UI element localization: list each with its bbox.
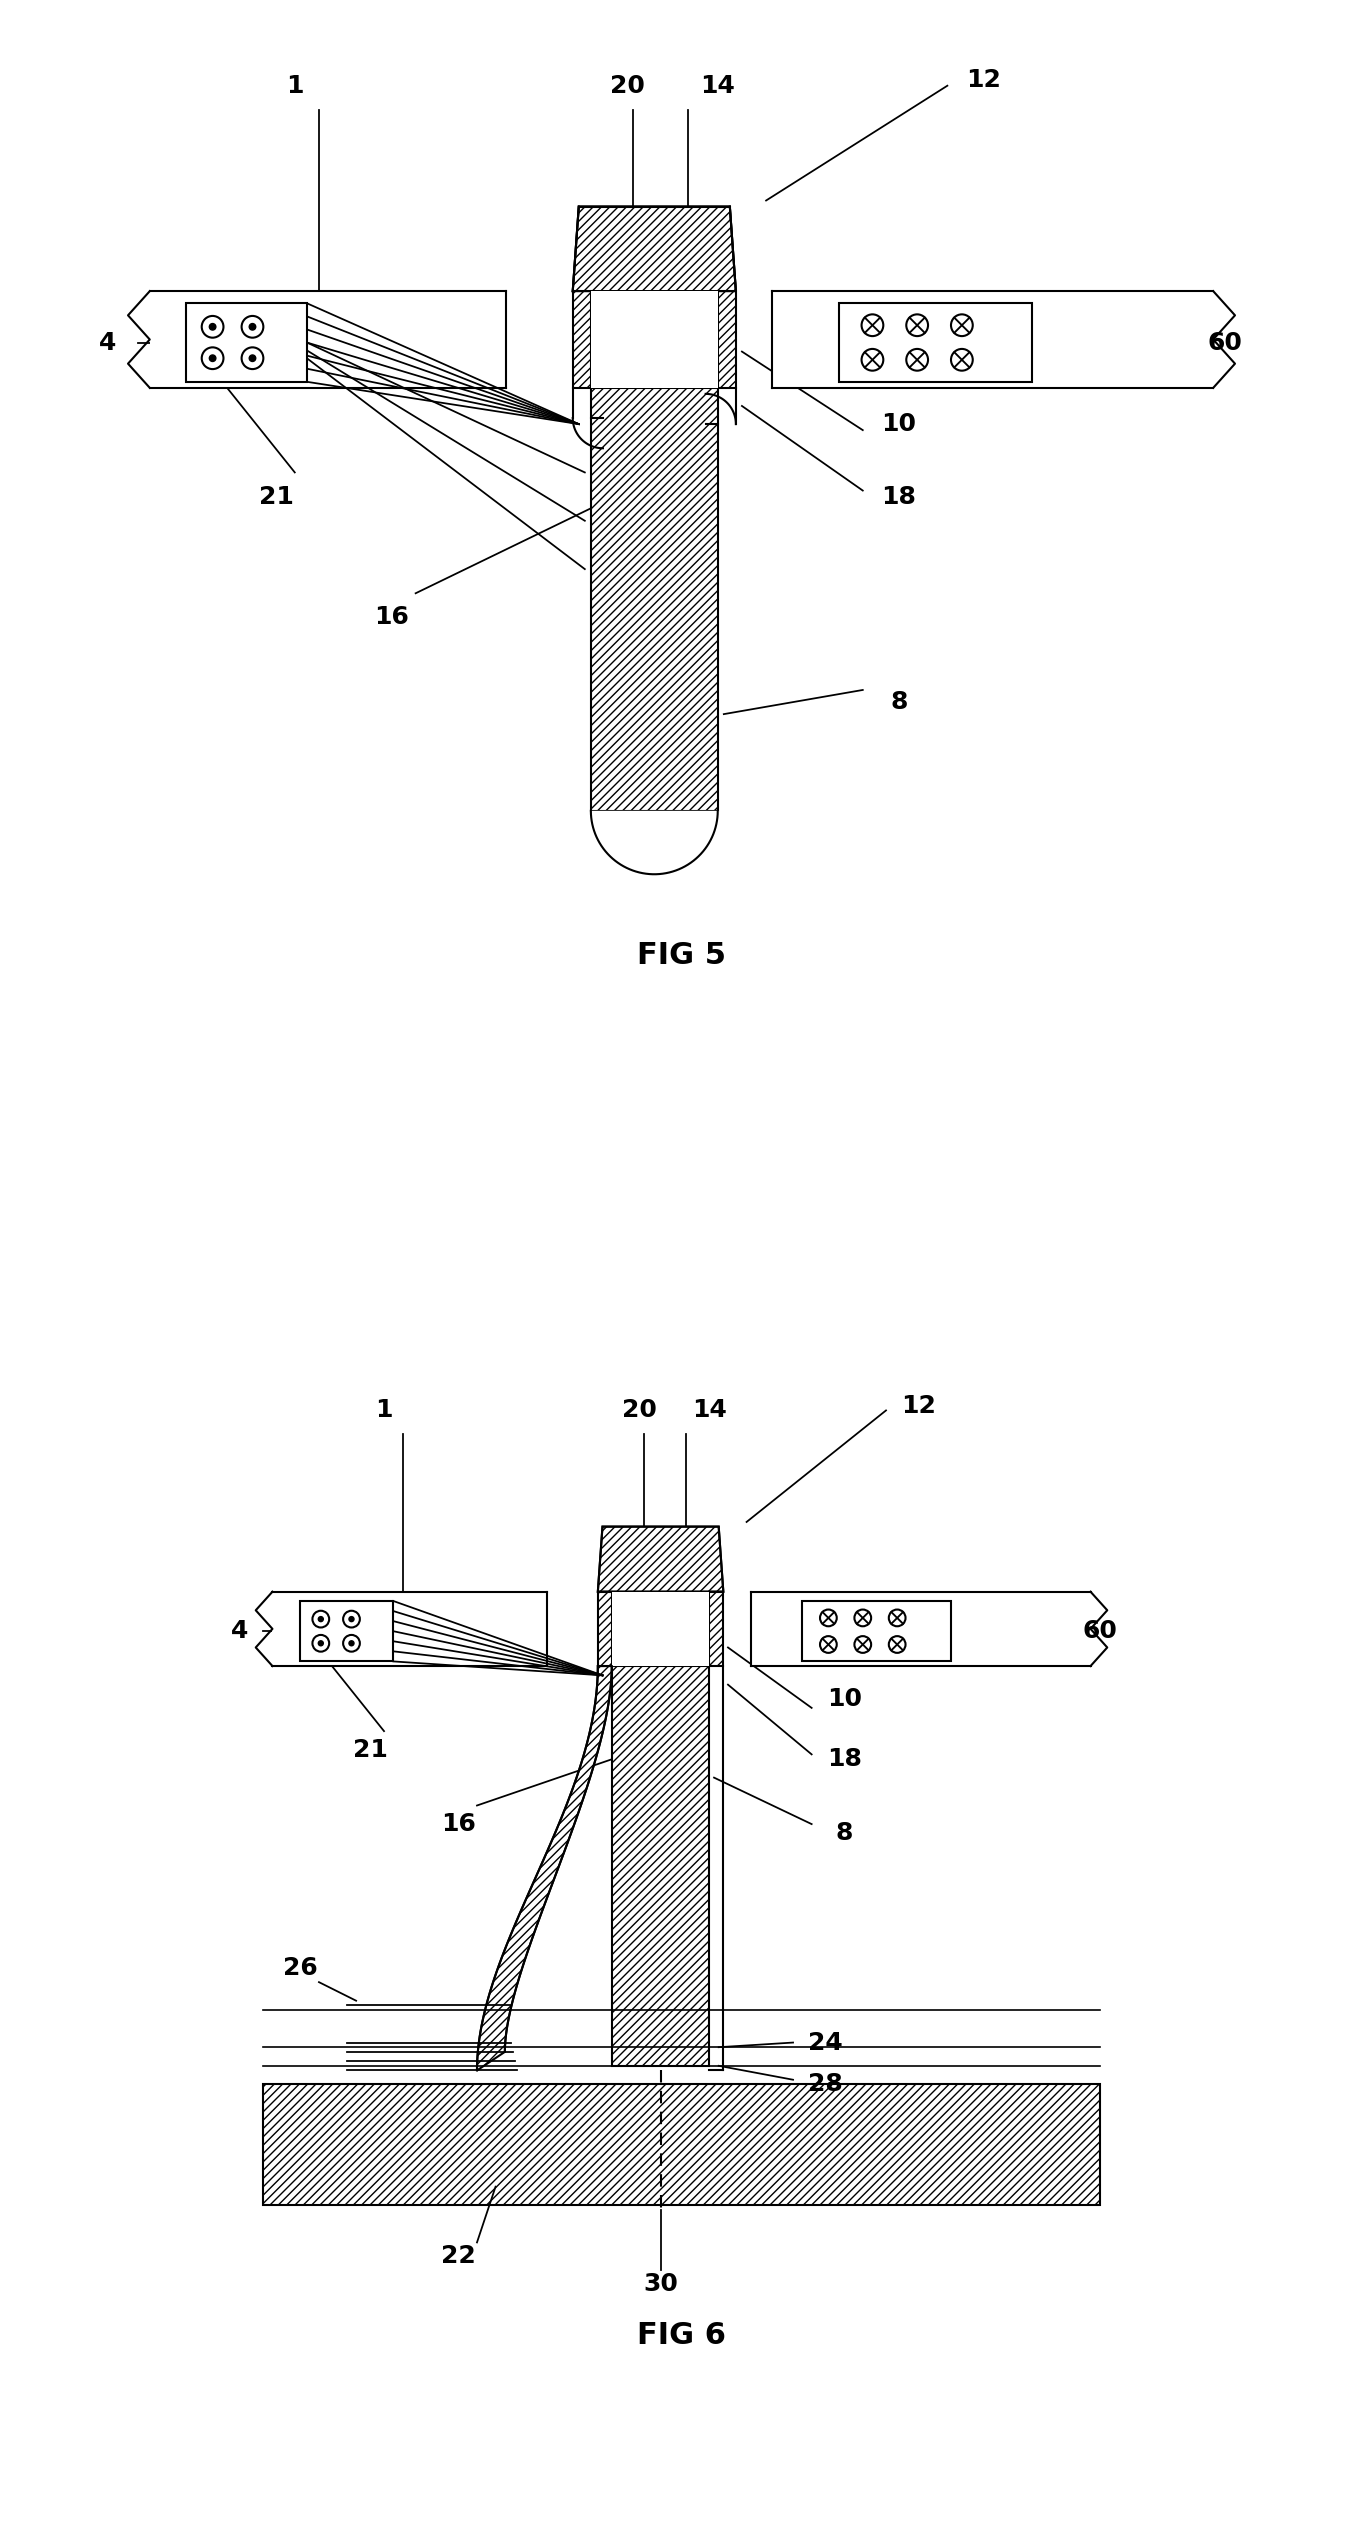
Text: 20: 20 (623, 1398, 657, 1423)
Text: 30: 30 (643, 2273, 677, 2295)
Bar (718, 291, 736, 387)
Bar (185, 303, 307, 382)
Bar (771, 291, 1213, 387)
Text: 1: 1 (375, 1398, 393, 1423)
Bar (612, 1593, 709, 1666)
Bar (592, 387, 718, 811)
Circle shape (319, 1615, 323, 1620)
Text: FIG 6: FIG 6 (637, 2321, 726, 2351)
Circle shape (349, 1641, 354, 1646)
Bar (718, 291, 736, 387)
Text: 10: 10 (827, 1686, 861, 1711)
Polygon shape (572, 207, 736, 291)
Text: FIG 5: FIG 5 (637, 940, 726, 971)
Bar (709, 1593, 724, 1666)
Bar (612, 1666, 709, 2065)
Circle shape (210, 354, 215, 362)
Text: 12: 12 (966, 68, 1000, 91)
Circle shape (319, 1641, 323, 1646)
Bar (592, 291, 718, 387)
Text: 16: 16 (442, 1813, 476, 1835)
Text: 26: 26 (284, 1957, 318, 1979)
Text: 10: 10 (882, 412, 916, 437)
Text: 4: 4 (98, 331, 116, 354)
Text: 22: 22 (442, 2245, 476, 2268)
Text: 16: 16 (373, 604, 409, 629)
Bar (273, 1593, 547, 1666)
Text: 8: 8 (890, 690, 908, 713)
Text: 21: 21 (259, 485, 294, 508)
Bar (300, 1600, 394, 1661)
Text: 21: 21 (353, 1737, 387, 1762)
Circle shape (210, 324, 215, 331)
Text: 60: 60 (1208, 331, 1243, 354)
Text: 28: 28 (808, 2073, 842, 2096)
Text: 8: 8 (836, 1820, 853, 1845)
Polygon shape (477, 1666, 612, 2070)
Bar (572, 291, 592, 387)
Text: 14: 14 (692, 1398, 726, 1423)
Text: 4: 4 (232, 1620, 248, 1643)
Polygon shape (477, 1666, 612, 2070)
Text: 14: 14 (701, 73, 735, 99)
Circle shape (249, 324, 256, 331)
Bar (572, 291, 592, 387)
Circle shape (349, 1615, 354, 1620)
Polygon shape (598, 1527, 724, 1593)
Bar (150, 291, 506, 387)
Bar (838, 303, 1032, 382)
Bar (751, 1593, 1090, 1666)
Bar (803, 1600, 951, 1661)
Text: 20: 20 (609, 73, 645, 99)
Circle shape (249, 354, 256, 362)
Text: 60: 60 (1082, 1620, 1118, 1643)
Text: 12: 12 (901, 1393, 936, 1418)
Bar (598, 1593, 612, 1666)
Text: 18: 18 (827, 1747, 861, 1772)
Text: 18: 18 (882, 485, 916, 508)
Text: 24: 24 (808, 2030, 842, 2055)
Text: 1: 1 (286, 73, 304, 99)
Bar (263, 2086, 1100, 2204)
